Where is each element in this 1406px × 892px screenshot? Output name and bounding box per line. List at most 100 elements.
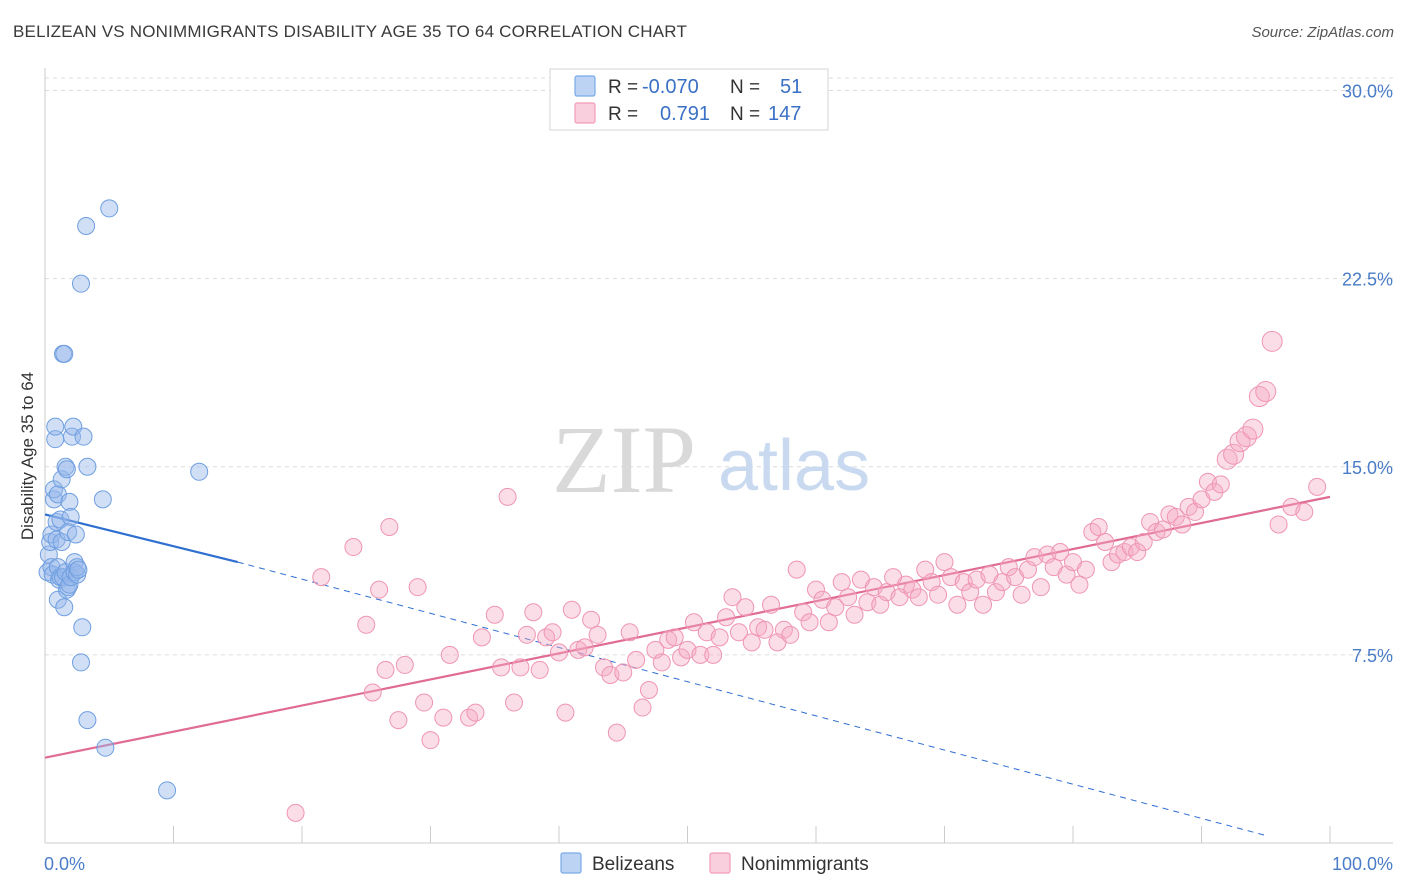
series-legend: Belizeans Nonimmigrants <box>560 852 869 875</box>
nonimmigrant-point-38 <box>614 663 633 682</box>
correlation-legend: R = -0.070 N = 51 R = 0.791 N = 147 <box>549 68 829 131</box>
nonimmigrant-point-96 <box>986 583 1005 602</box>
legend-r-label-2: R = <box>608 104 638 125</box>
legend-nonimmigrants: Nonimmigrants <box>741 854 869 875</box>
nonimmigrant-point-90 <box>948 595 967 614</box>
nonimmigrant-point-54 <box>717 608 736 627</box>
nonimmigrant-point-72 <box>832 573 851 592</box>
nonimmigrant-point-139 <box>1261 330 1283 352</box>
nonimmigrant-point-16 <box>466 703 485 722</box>
nonimmigrant-point-39 <box>620 623 639 642</box>
nonimmigrant-point-60 <box>755 620 774 639</box>
x-tick-label-0: 0.0% <box>44 854 85 874</box>
nonimmigrant-point-113 <box>1096 533 1115 552</box>
belizean-point-31 <box>60 492 79 511</box>
nonimmigrant-point-67 <box>800 613 819 632</box>
belizean-point-27 <box>57 460 76 479</box>
nonimmigrant-point-112 <box>1089 517 1108 536</box>
nonimmigrant-point-140 <box>1269 515 1288 534</box>
nonimmigrant-point-0 <box>286 803 305 822</box>
nonimmigrant-point-25 <box>530 660 549 679</box>
belizean-point-50 <box>96 738 115 757</box>
nonimmigrant-point-88 <box>935 553 954 572</box>
nonimmigrant-point-56 <box>729 623 748 642</box>
nonimmigrant-point-130 <box>1205 482 1224 501</box>
nonimmigrant-point-17 <box>472 628 491 647</box>
nonimmigrant-point-65 <box>787 560 806 579</box>
nonimmigrant-point-50 <box>691 645 710 664</box>
belizean-point-51 <box>100 199 119 218</box>
nonimmigrant-point-40 <box>627 650 646 669</box>
nonimmigrant-point-10 <box>408 578 427 597</box>
source-label: Source: ZipAtlas.com <box>1251 24 1394 41</box>
nonimmigrant-point-22 <box>511 658 530 677</box>
belizean-point-22 <box>55 598 74 617</box>
nonimmigrant-point-8 <box>389 711 408 730</box>
nonimmigrant-point-1 <box>312 568 331 587</box>
nonimmigrant-point-103 <box>1031 578 1050 597</box>
belizean-point-38 <box>66 525 85 544</box>
legend-bottom-swatch-blue <box>560 852 582 874</box>
legend-n-label-1: N = <box>730 77 760 98</box>
nonimmigrant-point-131 <box>1211 475 1230 494</box>
nonimmigrant-point-133 <box>1223 443 1245 465</box>
belizean-point-49 <box>93 490 112 509</box>
nonimmigrant-point-23 <box>517 625 536 644</box>
nonimmigrant-point-122 <box>1153 520 1172 539</box>
nonimmigrant-point-3 <box>357 615 376 634</box>
nonimmigrant-point-61 <box>762 595 781 614</box>
belizean-point-14 <box>48 590 67 609</box>
nonimmigrant-point-68 <box>807 580 825 599</box>
nonimmigrant-point-119 <box>1134 533 1153 552</box>
belizean-point-46 <box>77 216 96 235</box>
legend-r-value-1: -0.070 <box>642 76 699 98</box>
nonimmigrant-point-4 <box>363 683 382 702</box>
nonimmigrant-point-11 <box>415 693 434 712</box>
nonimmigrant-point-49 <box>684 613 703 632</box>
nonimmigrant-point-2 <box>344 538 363 557</box>
nonimmigrants-points <box>286 330 1327 822</box>
gridlines <box>45 77 1393 656</box>
nonimmigrant-point-12 <box>421 731 440 750</box>
legend-belizeans: Belizeans <box>592 854 674 875</box>
nonimmigrant-point-58 <box>742 633 761 652</box>
nonimmigrant-point-14 <box>440 645 459 664</box>
belizean-point-48 <box>78 711 97 730</box>
watermark-zip: ZIP <box>552 406 696 513</box>
nonimmigrant-point-9 <box>395 655 414 674</box>
y-tick-label-3: 30.0% <box>1342 82 1393 102</box>
nonimmigrant-point-138 <box>1255 381 1277 403</box>
belizeans-trend-extension <box>237 561 1266 836</box>
nonimmigrant-point-70 <box>819 613 838 632</box>
nonimmigrant-point-37 <box>607 723 626 742</box>
y-tick-label-2: 22.5% <box>1342 270 1393 290</box>
y-tick-label-0: 7.5% <box>1352 646 1393 666</box>
nonimmigrant-point-21 <box>505 693 524 712</box>
nonimmigrant-point-143 <box>1308 477 1327 496</box>
nonimmigrant-point-109 <box>1070 575 1089 594</box>
nonimmigrant-point-7 <box>380 517 399 536</box>
legend-n-value-2: 147 <box>768 103 801 125</box>
watermark-atlas: atlas <box>718 426 870 506</box>
legend-swatch-pink <box>574 102 596 124</box>
legend-n-value-1: 51 <box>780 76 802 98</box>
y-axis-title: Disability Age 35 to 64 <box>18 372 37 540</box>
x-tick-label-1: 100.0% <box>1332 854 1393 874</box>
nonimmigrant-point-32 <box>575 638 594 657</box>
belizean-point-47 <box>78 457 97 476</box>
nonimmigrant-point-124 <box>1166 507 1185 526</box>
nonimmigrant-point-125 <box>1173 515 1192 534</box>
nonimmigrant-point-41 <box>633 698 652 717</box>
nonimmigrant-point-34 <box>588 625 607 644</box>
belizean-point-42 <box>71 274 90 293</box>
belizean-point-9 <box>46 417 65 436</box>
belizean-point-32 <box>61 507 80 526</box>
nonimmigrant-point-73 <box>839 588 858 607</box>
nonimmigrant-point-46 <box>665 628 684 647</box>
nonimmigrant-point-18 <box>485 605 504 624</box>
belizean-point-43 <box>71 653 90 672</box>
nonimmigrant-point-55 <box>723 588 742 607</box>
nonimmigrant-point-44 <box>652 653 671 672</box>
legend-r-label-1: R = <box>608 77 638 98</box>
